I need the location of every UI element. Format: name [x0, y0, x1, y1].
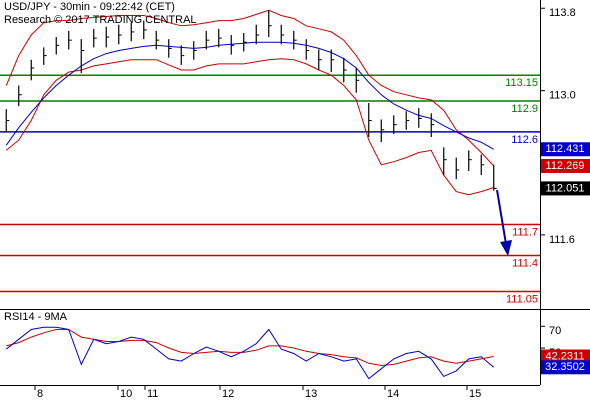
y-tick-label: 70	[549, 325, 561, 337]
price-tag	[541, 360, 590, 375]
rsi-title: RSI14 - 9MA	[4, 311, 68, 323]
x-tick-label: 15	[469, 388, 481, 400]
forecast-arrowhead	[500, 240, 512, 256]
level-label: 111.7	[512, 226, 538, 238]
y-tick-label: 111.6	[549, 234, 575, 246]
price-tag-label: 32.3502	[545, 361, 585, 373]
price-tag-label: 112.051	[546, 182, 585, 194]
x-tick-label: 13	[305, 388, 317, 400]
x-tick-label: 12	[222, 388, 234, 400]
y-tick-label: 113.8	[549, 7, 576, 19]
price-tag-label: 42.2311	[546, 350, 585, 362]
price-tag	[541, 349, 590, 364]
indicator-line	[5, 58, 494, 196]
level-label: 111.05	[506, 293, 538, 305]
chart-title: USD/JPY - 30min - 09:22:42 (CET)	[4, 1, 175, 13]
y-tick-label: 113.0	[549, 90, 576, 102]
x-tick-label: 14	[387, 388, 399, 400]
price-tag	[541, 181, 590, 196]
indicator-line	[5, 41, 494, 150]
x-tick-label: 8	[37, 388, 43, 400]
indicator-line	[5, 9, 495, 167]
level-label: 112.9	[511, 103, 538, 115]
price-tag	[541, 142, 590, 157]
price-tag-label: 112.269	[546, 160, 585, 172]
rsi-line	[5, 326, 495, 380]
x-tick-label: 10	[120, 388, 132, 400]
level-label: 113.15	[505, 77, 538, 89]
level-label: 111.4	[512, 257, 538, 269]
forecast-arrow	[496, 189, 507, 245]
rsi-line	[6, 329, 494, 367]
level-label: 112.6	[511, 134, 538, 146]
price-tag	[541, 158, 590, 173]
chart-subtitle: Research © 2017 TRADING CENTRAL	[4, 14, 197, 26]
plot: 113.8 113.0 111.6 113.15 112.9 112.6 111.7 111.…	[0, 7, 590, 400]
x-tick-label: 11	[147, 388, 158, 400]
price-tag-label: 112.431	[546, 143, 585, 155]
